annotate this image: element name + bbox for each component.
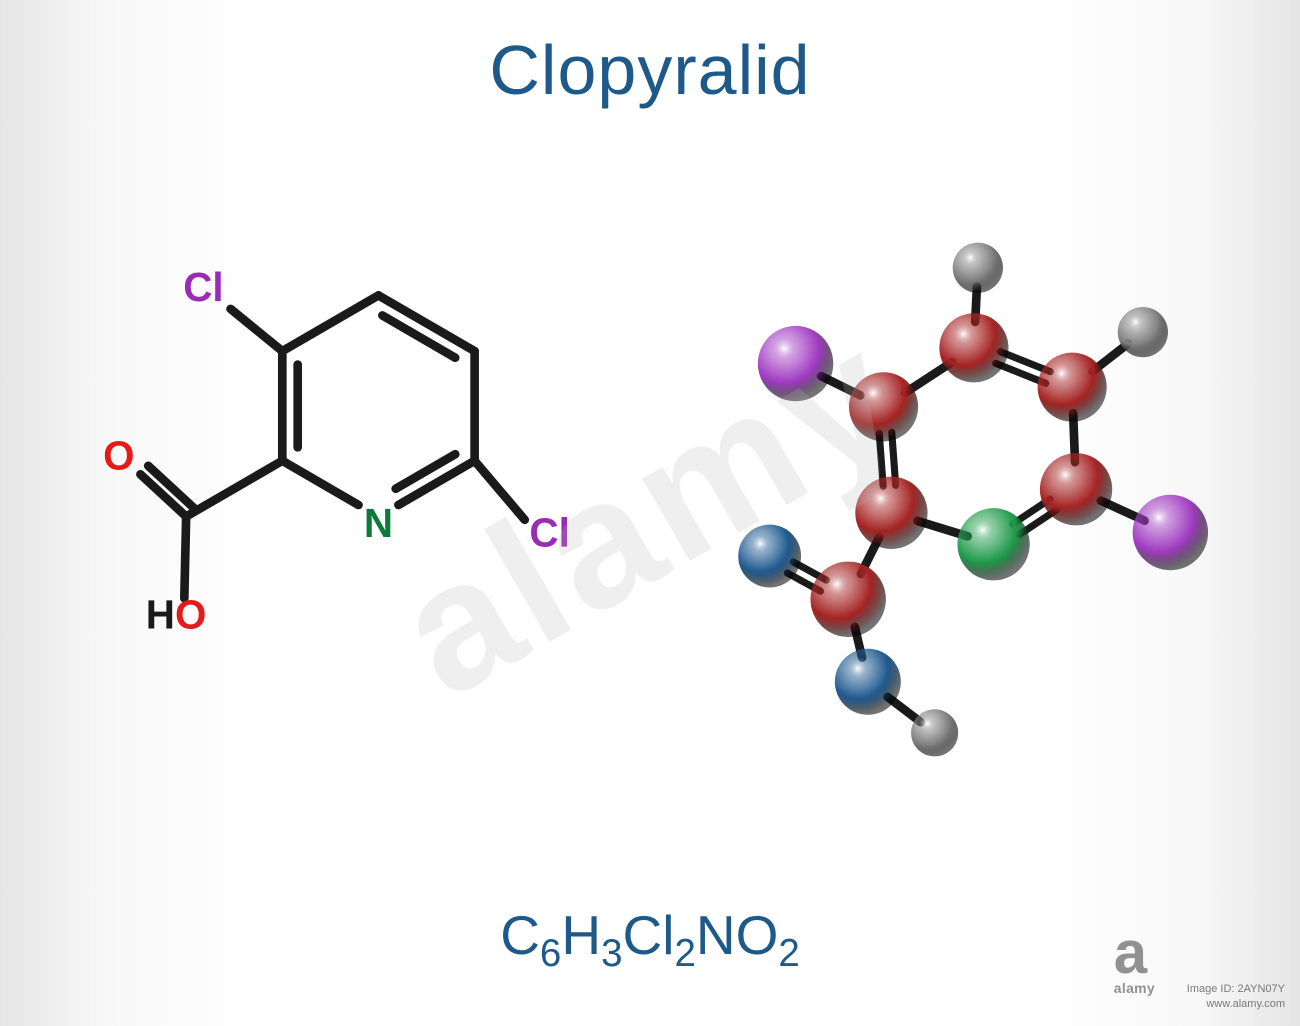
svg-text:HO: HO <box>146 591 207 637</box>
ball-stick-model <box>680 230 1260 780</box>
svg-text:Cl: Cl <box>183 264 223 310</box>
structural-formula: N Cl Cl O HO <box>60 180 620 680</box>
watermark-logo: a alamy <box>1114 926 1155 998</box>
watermark-attribution: Image ID: 2AYN07Y www.alamy.com <box>1187 982 1285 1011</box>
svg-text:N: N <box>364 500 393 546</box>
svg-text:Cl: Cl <box>529 509 569 555</box>
molecular-formula: C6H3Cl2NO2 <box>0 903 1300 976</box>
svg-text:O: O <box>103 433 134 479</box>
compound-title: Clopyralid <box>0 30 1300 110</box>
